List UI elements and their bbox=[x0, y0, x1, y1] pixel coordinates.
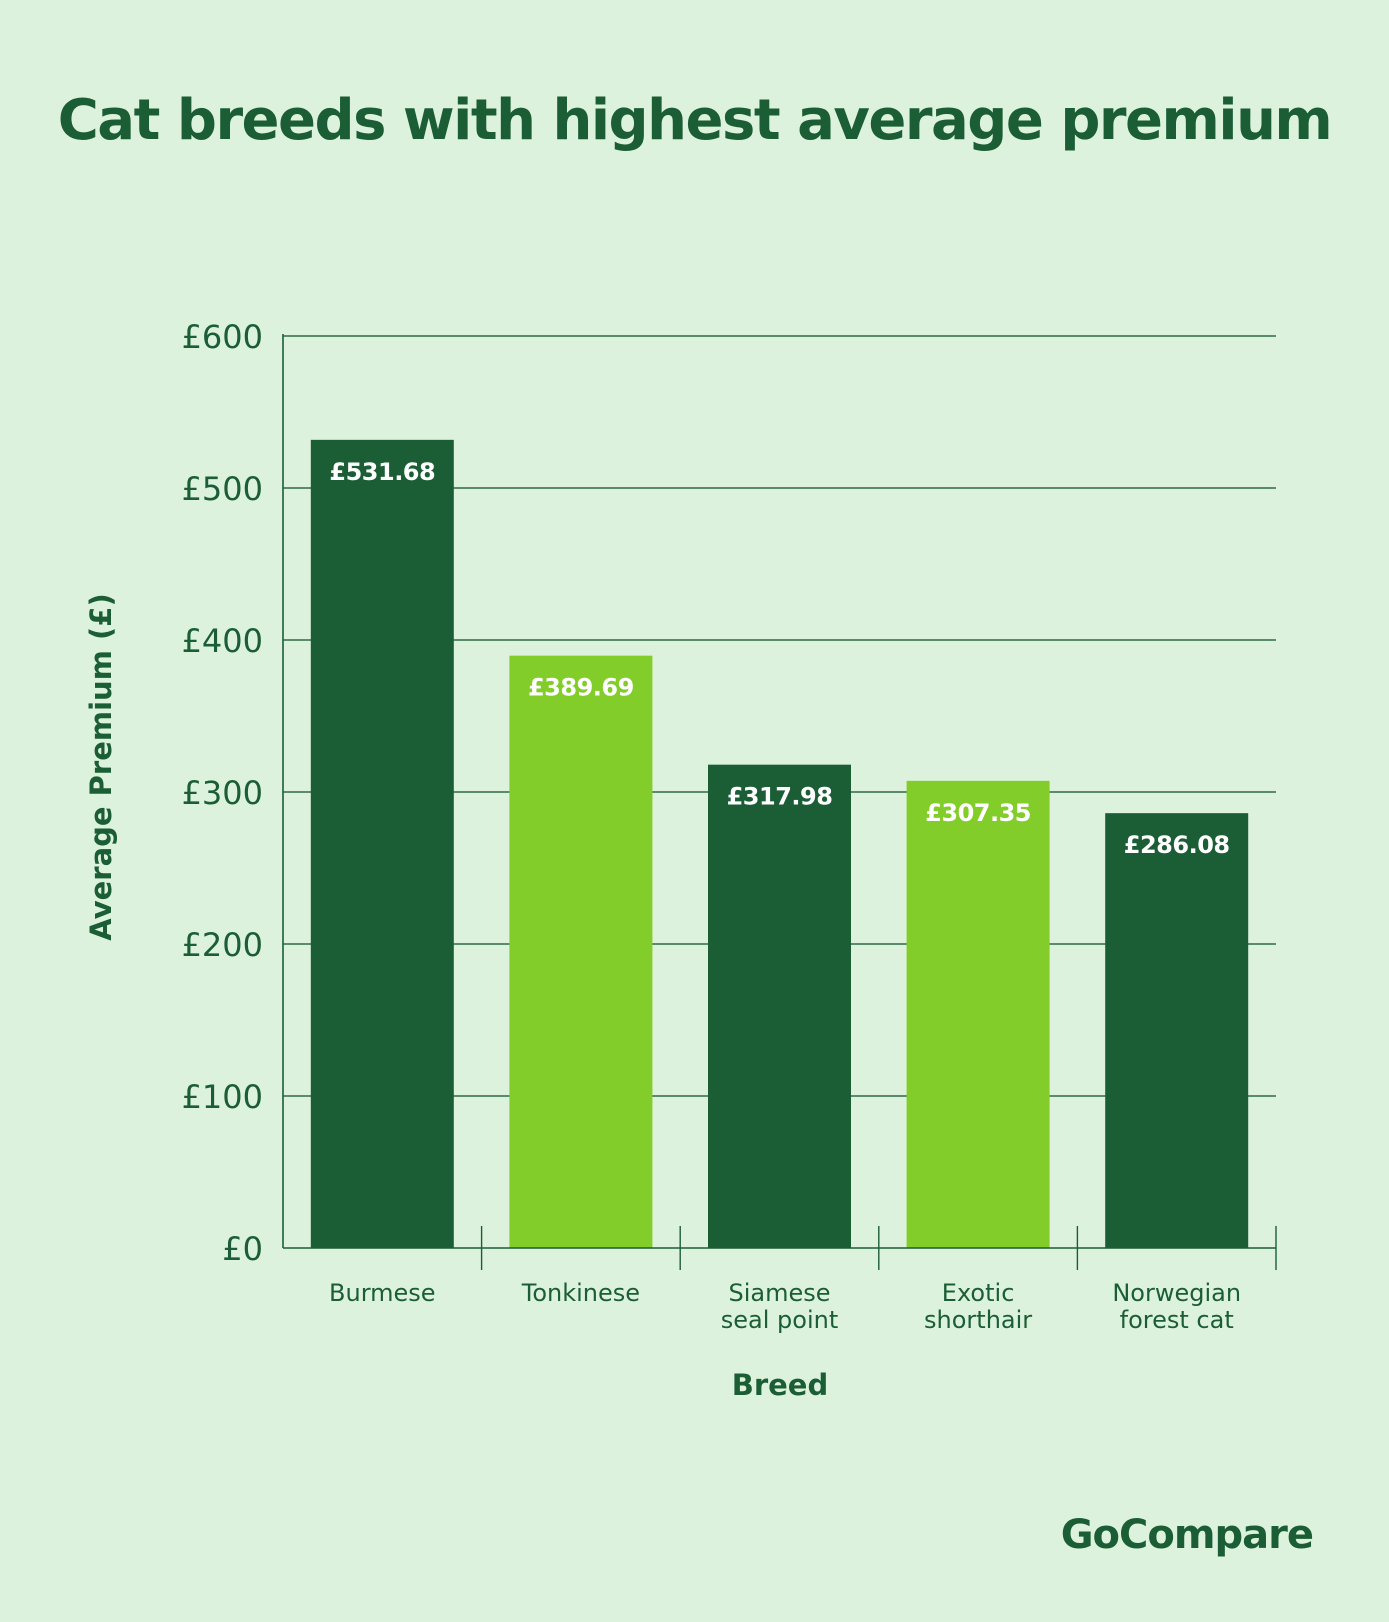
x-tick-label: Norwegian forest cat bbox=[1112, 1279, 1241, 1334]
y-tick-label: £600 bbox=[182, 318, 263, 356]
x-tick-label: Tonkinese bbox=[521, 1279, 640, 1307]
bar-data-label: £286.08 bbox=[1124, 831, 1230, 859]
bar bbox=[906, 780, 1050, 1248]
bar bbox=[708, 764, 851, 1248]
y-tick-label: £100 bbox=[182, 1078, 263, 1116]
x-tick-label-line: seal point bbox=[721, 1306, 838, 1334]
y-tick-label: £400 bbox=[182, 622, 263, 660]
x-tick-label-line: Burmese bbox=[329, 1279, 436, 1307]
bar-data-label: £531.68 bbox=[329, 458, 435, 486]
y-tick-label: £300 bbox=[182, 774, 263, 812]
gocompare-logo: GoCompare bbox=[1060, 1512, 1314, 1558]
bar bbox=[509, 655, 653, 1248]
y-tick-label: £500 bbox=[182, 470, 263, 508]
bar bbox=[1105, 813, 1249, 1248]
x-tick-label: Exotic shorthair bbox=[924, 1279, 1032, 1334]
x-tick-label-line: Tonkinese bbox=[521, 1279, 640, 1307]
bar bbox=[310, 439, 454, 1248]
y-axis-title: Average Premium (£) bbox=[84, 593, 118, 940]
x-tick-label-line: forest cat bbox=[1120, 1306, 1234, 1334]
y-tick-label: £0 bbox=[222, 1230, 263, 1268]
x-tick-label-line: Siamese bbox=[728, 1279, 830, 1307]
y-tick-label: £200 bbox=[182, 926, 263, 964]
bar-data-label: £307.35 bbox=[925, 799, 1031, 827]
x-tick-label-line: shorthair bbox=[924, 1306, 1032, 1334]
x-tick-label: Burmese bbox=[329, 1279, 436, 1307]
bar-data-label: £389.69 bbox=[528, 674, 634, 702]
x-tick-label-line: Norwegian bbox=[1112, 1279, 1241, 1307]
x-tick-label-line: Exotic bbox=[942, 1279, 1015, 1307]
bar-data-label: £317.98 bbox=[727, 783, 833, 811]
x-tick-label: Siamese seal point bbox=[721, 1279, 838, 1334]
chart-title: Cat breeds with highest average premium bbox=[57, 88, 1333, 153]
x-axis-title: Breed bbox=[732, 1368, 829, 1402]
